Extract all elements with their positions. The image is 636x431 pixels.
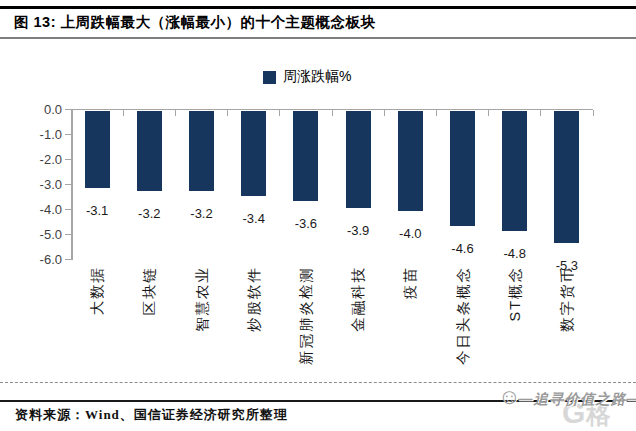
- y-tick: [65, 259, 71, 260]
- x-tick: [279, 110, 280, 116]
- x-tick: [123, 110, 124, 116]
- bar: [398, 111, 423, 211]
- bar-value-label: -3.2: [176, 206, 228, 221]
- category-label: 区块链: [142, 266, 157, 386]
- category-label: 新冠肺炎检测: [299, 266, 314, 386]
- bar-value-label: -3.2: [123, 206, 175, 221]
- bar-value-label: -3.6: [280, 216, 332, 231]
- category-label: 今日头条概念: [456, 266, 471, 386]
- watermark-slogan: —追寻价值之路—: [518, 390, 636, 409]
- bar: [189, 111, 214, 191]
- bottom-dashed-rule: [0, 382, 636, 383]
- bar: [241, 111, 266, 196]
- y-tick: [65, 134, 71, 135]
- y-tick: [65, 209, 71, 210]
- bar: [293, 111, 318, 201]
- plot-area: 0.0 -1.0 -2.0 -3.0 -4.0 -5.0 -6.0 -3.1 大数据 -3.2 区块…: [0, 0, 636, 431]
- y-tick-label: -1.0: [16, 127, 62, 142]
- x-tick: [540, 110, 541, 116]
- bar: [554, 111, 579, 244]
- figure-frame: 图 13: 上周跌幅最大（涨幅最小）的十个主题概念板块 周涨跌幅% 0.0-1.…: [0, 0, 636, 431]
- y-tick-label: -6.0: [16, 252, 62, 267]
- x-tick: [384, 110, 385, 116]
- x-tick: [175, 110, 176, 116]
- x-tick: [488, 110, 489, 116]
- x-tick: [436, 110, 437, 116]
- bar-value-label: -3.4: [228, 211, 280, 226]
- y-tick-label: 0.0: [16, 102, 62, 117]
- y-tick-label: -3.0: [16, 177, 62, 192]
- category-label: 疫苗: [403, 266, 418, 386]
- x-tick: [593, 110, 594, 116]
- category-label: ST概念: [508, 266, 523, 386]
- bar: [346, 111, 371, 209]
- y-tick-label: -4.0: [16, 202, 62, 217]
- x-tick: [227, 110, 228, 116]
- y-tick: [65, 234, 71, 235]
- bar-value-label: -4.6: [437, 241, 489, 256]
- y-tick-label: -2.0: [16, 152, 62, 167]
- y-tick: [65, 159, 71, 160]
- category-label: 大数据: [90, 266, 105, 386]
- bar: [137, 111, 162, 191]
- y-axis-line: [71, 110, 73, 260]
- category-label: 智慧农业: [195, 266, 210, 386]
- bar: [450, 111, 475, 226]
- watermark: G格隆汇 ☺ —追寻价值之路—: [440, 384, 636, 430]
- y-tick: [65, 184, 71, 185]
- bar-value-label: -3.9: [332, 223, 384, 238]
- bar: [85, 111, 110, 189]
- bar-value-label: -3.1: [71, 203, 123, 218]
- bar-value-label: -4.8: [489, 246, 541, 261]
- x-tick: [332, 110, 333, 116]
- bar: [502, 111, 527, 231]
- x-tick: [71, 110, 72, 116]
- category-label: 金融科技: [351, 266, 366, 386]
- category-label: 炒股软件: [247, 266, 262, 386]
- source-note: 资料来源：Wind、国信证券经济研究所整理: [15, 406, 288, 424]
- bar-value-label: -4.0: [384, 226, 436, 241]
- y-tick-label: -5.0: [16, 227, 62, 242]
- category-label: 数字货币: [560, 266, 575, 386]
